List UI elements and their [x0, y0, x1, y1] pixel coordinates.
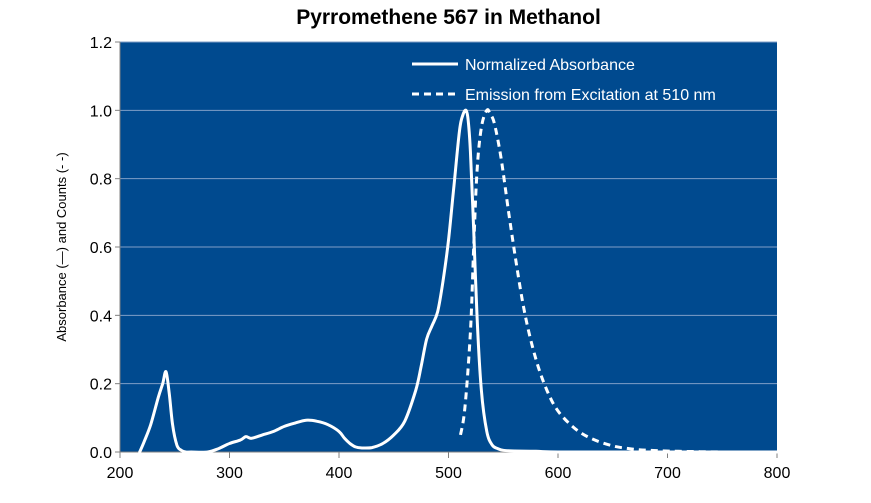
- x-tick-label-6: 800: [764, 465, 791, 482]
- legend: Normalized Absorbance Emission from Excit…: [412, 57, 716, 104]
- legend-label-0: Normalized Absorbance: [465, 57, 635, 74]
- x-tick-label-4: 600: [545, 465, 572, 482]
- x-tick-label-0: 200: [107, 465, 134, 482]
- legend-label-1: Emission from Excitation at 510 nm: [465, 87, 716, 104]
- y-tick-label-3: 0.6: [90, 240, 112, 257]
- x-tick-label-2: 400: [326, 465, 353, 482]
- y-tick-label-1: 0.2: [90, 377, 112, 394]
- x-tick-label-5: 700: [654, 465, 681, 482]
- y-axis-label: Absorbance (—) and Counts (- -): [54, 152, 69, 341]
- x-tick-label-3: 500: [435, 465, 462, 482]
- chart-title: Pyrromethene 567 in Methanol: [296, 6, 601, 29]
- series-line-0: [138, 108, 779, 454]
- y-tick-label-0: 0.0: [90, 445, 112, 462]
- series-line-1: [459, 108, 777, 454]
- y-tick-label-5: 1.0: [90, 103, 112, 120]
- series-group: [138, 108, 779, 454]
- gridlines: [120, 41, 777, 385]
- y-tick-label-4: 0.8: [90, 172, 112, 189]
- axes: 0.0 0.2 0.4 0.6 0.8 1.0 1.2 200 300 400 500 600 700 8…: [90, 35, 791, 482]
- x-tick-label-1: 300: [216, 465, 243, 482]
- y-tick-label-6: 1.2: [90, 35, 112, 52]
- y-tick-label-2: 0.4: [90, 308, 112, 325]
